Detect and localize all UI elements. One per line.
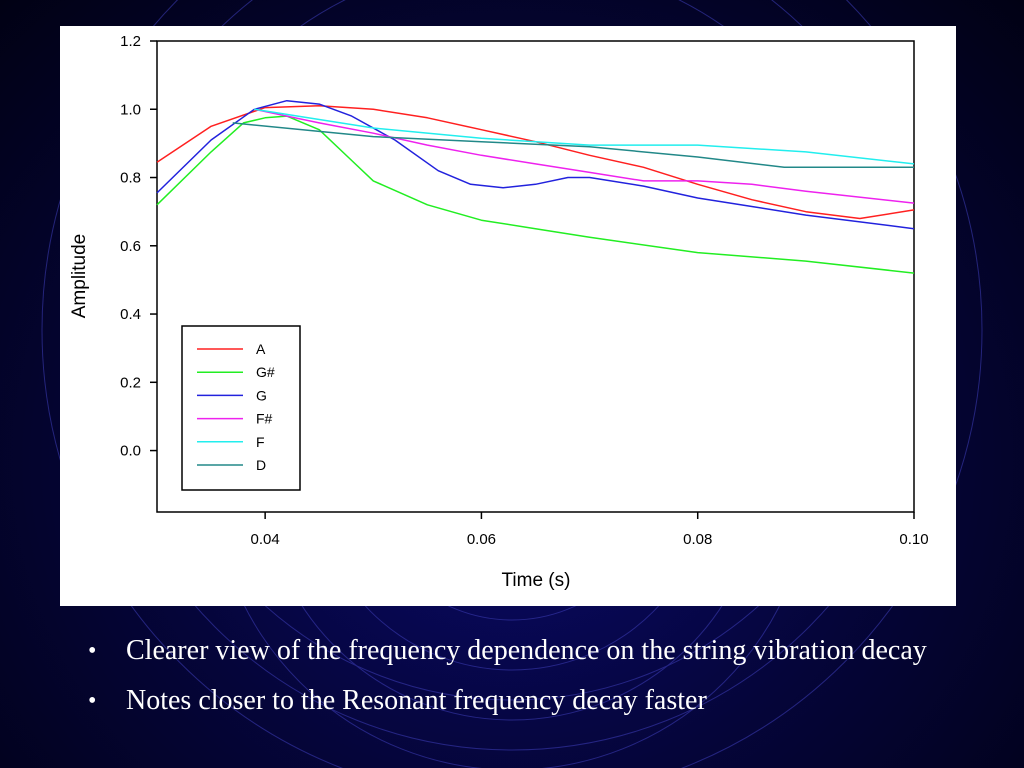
series-line-a: [156, 105, 915, 220]
legend-label: D: [256, 457, 266, 473]
bullet-item: • Clearer view of the frequency dependenc…: [88, 632, 948, 670]
y-tick-label: 0.8: [120, 170, 141, 187]
x-tick-label: 0.08: [683, 531, 712, 548]
series-line-d: [232, 122, 914, 169]
series-line-f: [254, 108, 915, 165]
y-tick-label: 1.2: [120, 33, 141, 50]
x-tick-label: 0.06: [467, 531, 496, 548]
legend-box: [181, 325, 301, 491]
bullet-text: Notes closer to the Resonant frequency d…: [126, 685, 707, 716]
chart-panel: 0.0 0.2 0.4 0.6 0.8 1.0 1.2 0.04 0.06 0.08 0.10 T…: [60, 26, 956, 606]
x-tick-label: 0.04: [251, 531, 280, 548]
bullet-item: • Notes closer to the Resonant frequency …: [88, 682, 948, 720]
series-line-g: [156, 99, 915, 230]
y-axis-label: Amplitude: [69, 234, 90, 319]
amplitude-chart: 0.0 0.2 0.4 0.6 0.8 1.0 1.2 0.04 0.06 0.08 0.10 T…: [69, 33, 929, 591]
x-tick-label: 0.10: [899, 531, 928, 548]
legend-label: A: [256, 341, 266, 357]
legend-label: G#: [256, 364, 275, 380]
bullet-dot: •: [88, 638, 97, 664]
bullet-list: • Clearer view of the frequency dependenc…: [88, 632, 948, 732]
bullet-dot: •: [88, 688, 97, 714]
y-tick-label: 0.0: [120, 443, 141, 460]
bullet-text: Clearer view of the frequency dependence…: [126, 635, 927, 666]
y-tick-label: 0.6: [120, 238, 141, 255]
legend-label: F#: [256, 411, 273, 427]
y-tick-label: 0.2: [120, 374, 141, 391]
y-tick-label: 1.0: [120, 101, 141, 118]
legend-label: G: [256, 387, 267, 403]
y-tick-label: 0.4: [120, 306, 141, 323]
legend: A G# G F# FD: [181, 325, 301, 491]
series-line-g-sharp: [156, 115, 915, 274]
x-axis-label: Time (s): [502, 570, 571, 591]
legend-label: F: [256, 434, 265, 450]
plot-frame: [156, 40, 915, 513]
series-line-f-sharp: [254, 108, 915, 204]
